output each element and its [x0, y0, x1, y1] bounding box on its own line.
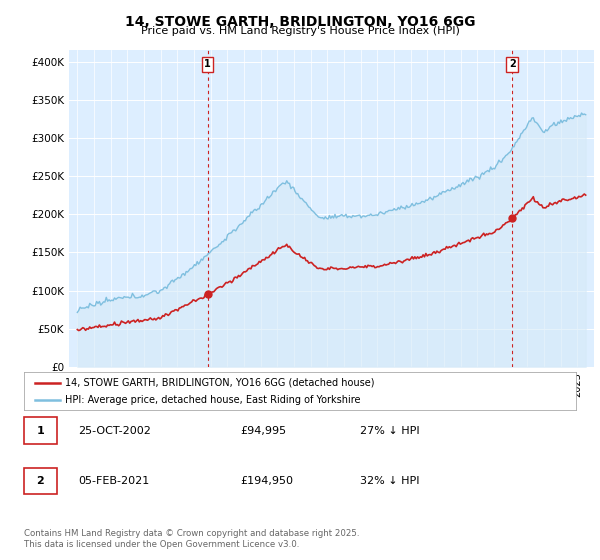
Text: 25-OCT-2002: 25-OCT-2002: [78, 426, 151, 436]
Text: 32% ↓ HPI: 32% ↓ HPI: [360, 476, 419, 486]
Text: Price paid vs. HM Land Registry's House Price Index (HPI): Price paid vs. HM Land Registry's House …: [140, 26, 460, 36]
Text: £94,995: £94,995: [240, 426, 286, 436]
Text: Contains HM Land Registry data © Crown copyright and database right 2025.
This d: Contains HM Land Registry data © Crown c…: [24, 529, 359, 549]
Text: HPI: Average price, detached house, East Riding of Yorkshire: HPI: Average price, detached house, East…: [65, 395, 361, 405]
Text: 05-FEB-2021: 05-FEB-2021: [78, 476, 149, 486]
Text: 2: 2: [509, 59, 515, 69]
Text: £194,950: £194,950: [240, 476, 293, 486]
Text: 14, STOWE GARTH, BRIDLINGTON, YO16 6GG: 14, STOWE GARTH, BRIDLINGTON, YO16 6GG: [125, 15, 475, 29]
Text: 14, STOWE GARTH, BRIDLINGTON, YO16 6GG (detached house): 14, STOWE GARTH, BRIDLINGTON, YO16 6GG (…: [65, 377, 375, 388]
Text: 2: 2: [37, 476, 44, 486]
Text: 27% ↓ HPI: 27% ↓ HPI: [360, 426, 419, 436]
Text: 1: 1: [204, 59, 211, 69]
Text: 1: 1: [37, 426, 44, 436]
